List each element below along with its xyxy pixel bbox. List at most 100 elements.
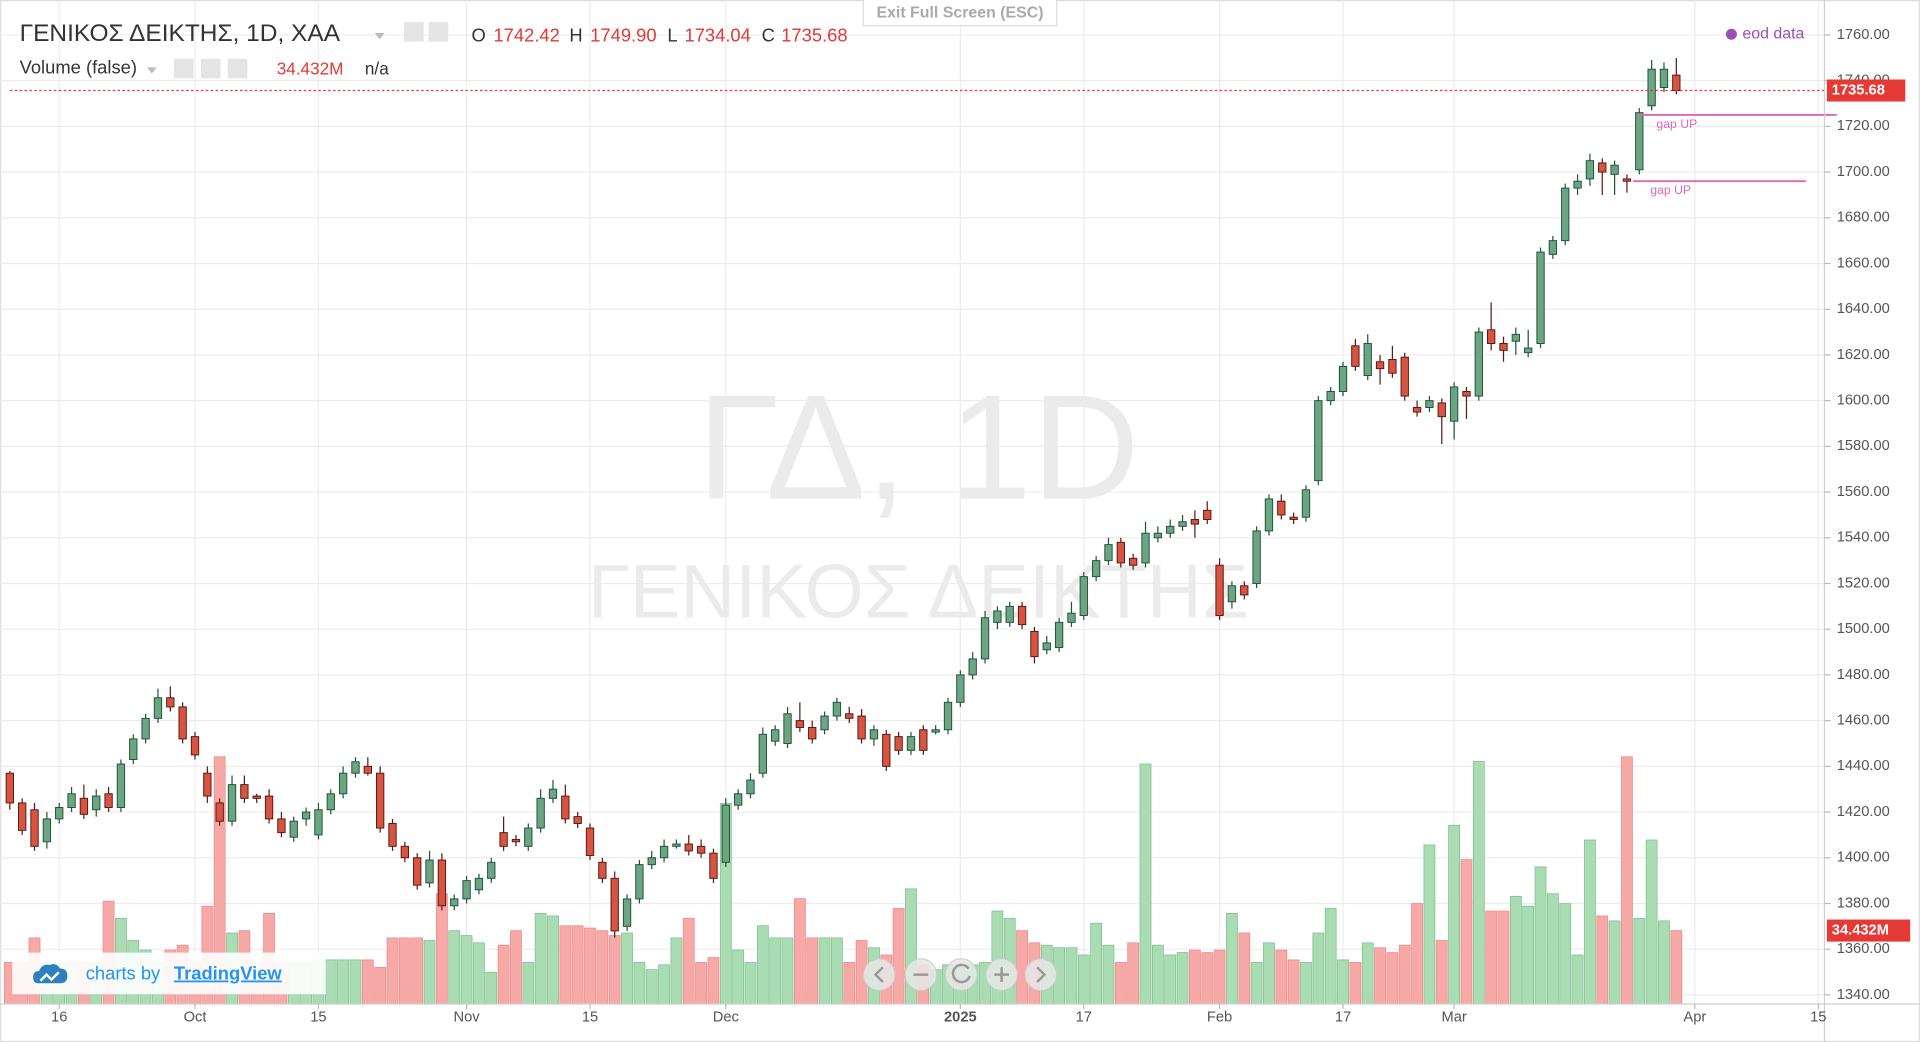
y-tick-label: 1420.00 [1837,804,1890,820]
volume-bar [1151,944,1164,1005]
candle-body [1585,160,1595,180]
volume-bar [1435,940,1448,1005]
candle-body [314,809,323,836]
y-tick-label: 1600.00 [1837,393,1890,409]
candle-body [993,610,1002,623]
ohlc-key: O [471,25,485,46]
volume-bar [633,962,646,1005]
candle-body [943,701,953,731]
volume-bar [1263,942,1275,1005]
last-volume-label: 34.432M [1832,922,1889,938]
volume-bar [769,937,782,1005]
scroll-right-button[interactable] [1024,958,1058,992]
y-tick-label: 1760.00 [1837,27,1890,43]
dropdown-arrow[interactable] [146,67,157,74]
volume-bar [1337,959,1349,1005]
volume-bar [1300,962,1312,1005]
volume-bar [1312,932,1325,1005]
settings-icon[interactable] [173,58,194,79]
candle-body [116,763,126,808]
candle-body [524,827,533,847]
candle-body [1486,329,1496,344]
volume-bar [1102,944,1115,1005]
volume-bar [806,937,819,1005]
exit-fullscreen-label[interactable]: Exit Full Screen (ESC) [876,5,1043,22]
candle-body [1462,391,1471,397]
candle-body [783,713,792,744]
candle-body [1215,564,1224,616]
hide-icon[interactable] [428,22,449,42]
exit-fullscreen-button[interactable] [862,0,1058,27]
x-tick-label: Oct [184,1009,207,1025]
dropdown-arrow[interactable] [374,33,385,40]
candle-body [499,832,508,847]
candle-body [413,857,422,886]
volume-bar [1324,908,1337,1005]
candle-body [1375,361,1385,370]
volume-bar [448,930,461,1005]
volume-bar [1633,917,1646,1005]
volume-bar [361,959,374,1005]
candle-body [598,861,607,879]
source-label: eod data [1742,25,1804,42]
volume-bar [1398,944,1411,1005]
axes: 1340.00 1360.00 1380.00 1400.00 1420.00 1440.… [51,27,1911,1025]
candle-body [363,765,372,774]
candle-body [474,877,484,891]
candle-body [1166,525,1175,534]
candle-body [1005,605,1014,623]
settings-icon[interactable] [404,22,424,42]
candle-body [289,820,298,838]
candle-body [857,715,866,740]
candle-body [1079,576,1088,616]
candle-body [55,806,64,820]
candle-body [906,736,916,751]
reset-glyph [951,963,971,984]
nav-buttons [862,958,1058,992]
nav-glyphs [873,963,1047,984]
volume-bar [892,908,905,1005]
reset-button[interactable] [944,958,978,992]
volume-bar [670,937,683,1005]
candle-body [635,864,644,900]
volume-bar [1608,920,1621,1005]
scroll-left-button[interactable] [862,958,896,992]
volume-bar [1411,903,1423,1005]
last-volume-box [1826,919,1911,942]
watermark-name: ΓΕΝΙΚΟΣ ΔΕΙΚΤΗΣ [588,550,1249,635]
candle-body [1178,521,1187,527]
candle-body [1351,345,1360,367]
volume-bar [1472,761,1485,1005]
candle-body [1277,500,1286,516]
candle-body [647,857,656,866]
volume-bar [1509,895,1522,1005]
candle-body [1400,356,1409,397]
last-price-box [1826,79,1906,102]
volume-bar [1189,949,1201,1005]
candle-body [1116,541,1125,564]
hide-icon[interactable] [200,58,221,79]
volume-bar [1423,844,1436,1005]
candle-body [610,877,619,932]
x-tick-label: 16 [51,1009,67,1025]
close-icon[interactable] [227,58,248,79]
candle-body [425,859,434,884]
cloud-icon-line [39,971,60,982]
candle-body [832,701,842,717]
credit-link[interactable]: TradingView [174,962,283,983]
candle-body [1622,178,1632,182]
candle-body [18,802,27,831]
volume-bar [1090,922,1103,1005]
volume-bar [1361,942,1374,1005]
y-tick-label: 1360.00 [1837,941,1890,957]
candle-body [1264,498,1274,532]
candle-body [166,697,175,708]
candle-body [215,802,224,822]
candle-body [980,617,990,660]
annotation-label: gap UP [1656,117,1697,131]
y-tick-label: 1620.00 [1837,347,1890,363]
volume-bar [1374,947,1386,1005]
volume-bar [547,915,559,1005]
volume-bar [337,959,350,1005]
